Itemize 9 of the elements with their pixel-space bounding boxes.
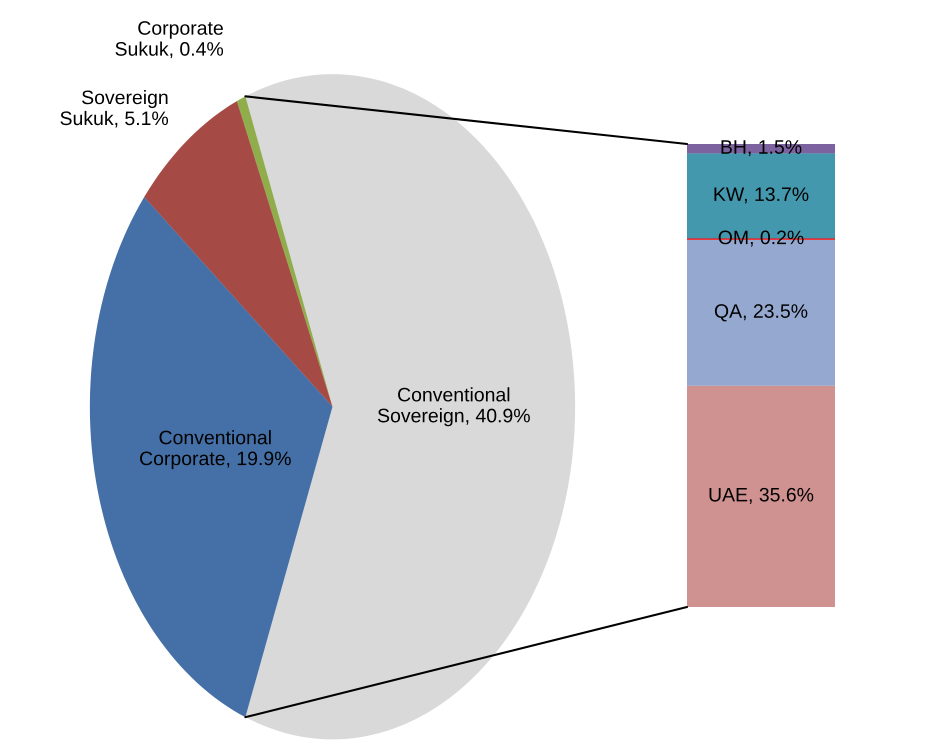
slice-label: Conventional Sovereign, 40.9% [378,387,530,426]
slice-label: Sovereign Sukuk, 5.1% [60,90,168,128]
slice-label: Corporate Sukuk, 0.4% [115,21,224,58]
data-label: KW, 13.7% [714,187,808,204]
data-label: QA, 23.5% [714,304,808,322]
slice-label: Conventional Corporate, 19.9% [140,430,291,470]
data-label: BH, 1.5% [722,140,802,156]
data-label: UAE, 35.6% [710,488,814,504]
bar [687,386,835,607]
